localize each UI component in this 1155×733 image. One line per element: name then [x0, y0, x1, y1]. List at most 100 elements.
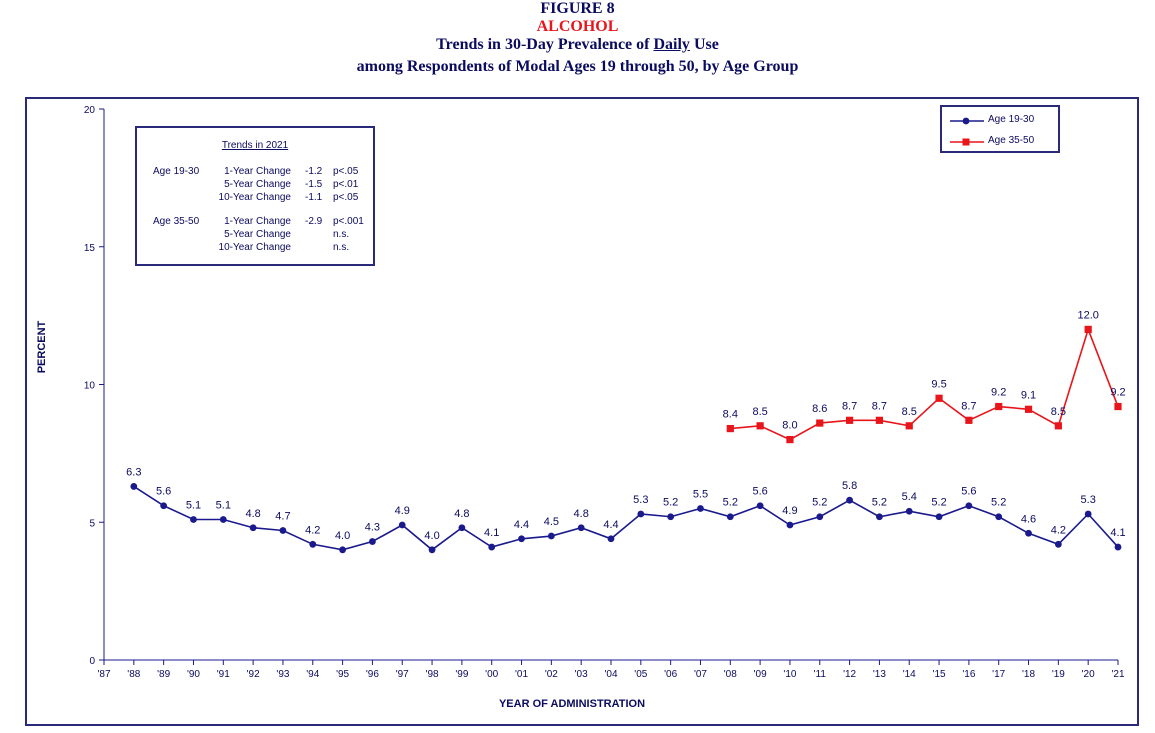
trends-significance: p<.05 [333, 192, 359, 203]
x-tick-label: '92 [247, 669, 260, 680]
y-tick-label: 0 [89, 656, 95, 667]
data-point [786, 521, 794, 529]
data-label: 4.8 [454, 508, 469, 520]
data-label: 4.0 [424, 530, 439, 542]
x-tick-label: '87 [97, 669, 110, 680]
data-point [547, 532, 555, 540]
trends-value: -1.1 [305, 192, 323, 203]
trends-value: -1.5 [305, 179, 323, 190]
data-point [756, 422, 764, 430]
data-point [339, 546, 346, 554]
data-point [488, 543, 496, 551]
data-point [697, 505, 704, 512]
data-label: 5.1 [216, 499, 231, 511]
trends-change: 10-Year Change [218, 242, 291, 253]
data-label: 5.2 [812, 497, 827, 509]
data-point [1024, 405, 1033, 413]
x-tick-label: '19 [1052, 669, 1065, 680]
data-label: 8.7 [872, 400, 887, 412]
trends-row: 10-Year Change n.s. [137, 242, 373, 254]
data-label: 4.0 [335, 530, 350, 542]
data-point [309, 540, 317, 548]
legend-swatch [950, 117, 984, 125]
trends-title: Trends in 2021 [221, 140, 289, 151]
x-tick-label: '05 [634, 669, 647, 680]
data-label: 4.2 [1051, 524, 1066, 536]
trends-significance: n.s. [333, 242, 350, 253]
trends-group: Age 19-30 [153, 166, 200, 177]
trends-row: 10-Year Change -1.1 p<.05 [137, 192, 373, 204]
title-suffix: Use [689, 36, 719, 53]
data-point [876, 513, 883, 521]
data-point [398, 521, 406, 529]
x-tick-label: '01 [515, 669, 528, 680]
data-point [816, 513, 824, 521]
title-emphasis: Daily [653, 36, 690, 53]
data-point [518, 535, 525, 543]
y-axis-title: PERCENT [36, 320, 48, 373]
x-tick-label: '10 [783, 669, 796, 680]
trends-box: Trends in 2021 Age 19-30 1-Year Change -1.… [135, 126, 375, 266]
data-label: 4.6 [1021, 513, 1036, 525]
y-tick-label: 5 [89, 518, 95, 529]
series-line-age-19-30 [133, 485, 1119, 551]
substance-title: ALCOHOL [536, 18, 619, 35]
legend-label: Age 19-30 [988, 114, 1035, 125]
x-tick-label: '07 [694, 669, 707, 680]
data-point [160, 502, 168, 510]
y-tick-label: 15 [84, 243, 96, 254]
data-label: 4.8 [245, 508, 260, 520]
data-point [279, 527, 287, 534]
data-label: 4.2 [305, 524, 320, 536]
data-label: 5.3 [633, 494, 648, 506]
data-point [965, 416, 973, 424]
data-label: 4.9 [782, 505, 797, 517]
trends-significance: p<.05 [333, 166, 359, 177]
data-label: 5.4 [902, 491, 917, 503]
data-point [428, 546, 436, 554]
trends-value: -1.2 [305, 166, 323, 177]
x-tick-label: '08 [724, 669, 737, 680]
data-label: 5.2 [872, 497, 887, 509]
data-label: 5.6 [156, 486, 171, 498]
trends-significance: p<.01 [333, 179, 359, 190]
trends-change: 10-Year Change [218, 192, 291, 203]
data-point [1084, 510, 1092, 518]
legend-label: Age 35-50 [988, 135, 1035, 146]
data-label: 5.8 [842, 480, 857, 492]
data-point [1054, 422, 1062, 430]
data-label: 8.6 [812, 403, 827, 415]
data-point [726, 513, 734, 521]
x-tick-label: '03 [575, 669, 588, 680]
x-tick-label: '97 [396, 669, 409, 680]
trends-change: 1-Year Change [224, 216, 291, 227]
x-tick-label: '90 [187, 669, 200, 680]
legend-swatch [950, 138, 984, 146]
trends-change: 1-Year Change [224, 166, 291, 177]
data-point [219, 516, 227, 523]
trends-significance: p<.001 [333, 216, 364, 227]
chart-frame [25, 97, 1139, 726]
data-label: 4.1 [484, 527, 499, 539]
chart-subtitle: among Respondents of Modal Ages 19 throu… [356, 58, 799, 75]
data-label: 9.5 [931, 378, 946, 390]
data-label: 5.2 [991, 497, 1006, 509]
data-label: 5.2 [663, 497, 678, 509]
data-point [577, 524, 585, 532]
x-tick-label: '20 [1082, 669, 1095, 680]
data-point [1025, 529, 1032, 537]
data-point [667, 513, 675, 521]
data-point [935, 394, 943, 402]
x-tick-label: '96 [366, 669, 379, 680]
data-label: 4.1 [1110, 527, 1125, 539]
trends-value: -2.9 [305, 216, 323, 227]
x-tick-label: '89 [157, 669, 170, 680]
data-label: 9.1 [1021, 389, 1036, 401]
data-point [249, 524, 257, 532]
x-tick-label: '11 [814, 669, 827, 680]
title-prefix: Trends in 30-Day Prevalence of [436, 36, 654, 53]
data-label: 9.2 [991, 387, 1006, 399]
data-point [607, 535, 615, 543]
data-label: 4.4 [514, 519, 529, 531]
